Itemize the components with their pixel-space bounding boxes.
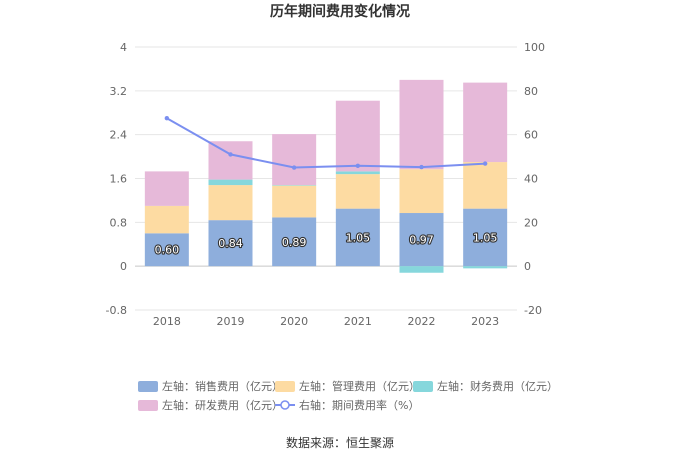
legend-swatch xyxy=(138,400,158,411)
rate-line-path xyxy=(166,117,486,169)
bar-segment xyxy=(272,185,317,186)
left-tick-label: 0.8 xyxy=(110,216,128,229)
right-tick-label: 80 xyxy=(524,85,538,98)
bar-segment xyxy=(399,213,444,267)
right-tick-label: 0 xyxy=(524,260,531,273)
bar-segment xyxy=(208,220,253,267)
right-tick-label: 20 xyxy=(524,216,538,229)
x-tick-label: 2020 xyxy=(280,315,308,328)
x-tick-label: 2021 xyxy=(344,315,372,328)
legend-item[interactable]: 左轴：财务费用（亿元） xyxy=(413,379,558,393)
bar-value-label: 1.05 xyxy=(346,231,371,244)
bar-segment xyxy=(463,82,508,163)
bar-value-label: 1.05 xyxy=(473,231,498,244)
bars xyxy=(144,79,508,273)
grid xyxy=(135,46,517,311)
left-tick-label: 3.2 xyxy=(110,85,128,98)
left-tick-label: 2.4 xyxy=(110,129,128,142)
bar-segment xyxy=(399,266,444,273)
legend-swatch xyxy=(138,381,158,392)
legend-marker xyxy=(280,400,290,410)
x-axis: 2018 2019 2020 2021 2022 2023 xyxy=(153,315,499,328)
left-tick-label: -0.8 xyxy=(106,304,127,317)
bar-segment xyxy=(208,179,253,186)
left-tick-label: 0 xyxy=(120,260,127,273)
bar-value-label: 0.89 xyxy=(282,236,307,249)
right-tick-label: 100 xyxy=(524,41,545,54)
legend-item[interactable]: 左轴：销售费用（亿元） xyxy=(138,379,283,393)
bar-segment xyxy=(399,79,444,170)
rate-point xyxy=(164,116,170,121)
legend-swatch xyxy=(275,381,295,392)
legend-label: 左轴：管理费用（亿元） xyxy=(299,379,420,393)
legend-item[interactable]: 右轴：期间费用率（%） xyxy=(275,398,419,412)
legend-item[interactable]: 左轴：研发费用（亿元） xyxy=(138,398,283,412)
bar-segment xyxy=(463,162,508,209)
bar-segment xyxy=(272,185,317,218)
rate-point xyxy=(482,161,488,166)
legend-label: 左轴：财务费用（亿元） xyxy=(437,379,558,393)
rate-point xyxy=(419,164,424,170)
rate-point xyxy=(355,163,361,168)
bar-segment xyxy=(144,171,189,206)
legend-item[interactable]: 左轴：管理费用（亿元） xyxy=(275,379,420,393)
left-axis: -0.8 0 0.8 1.6 2.4 3.2 4 xyxy=(106,41,127,317)
right-tick-label: 60 xyxy=(524,129,538,142)
bar-segment xyxy=(144,205,189,234)
left-tick-label: 1.6 xyxy=(110,173,128,186)
bar-segment xyxy=(208,185,253,221)
legend-swatch xyxy=(413,381,433,392)
x-tick-label: 2019 xyxy=(217,315,245,328)
bar-segment xyxy=(208,141,253,180)
bar-segment xyxy=(335,174,380,209)
x-tick-label: 2023 xyxy=(471,315,499,328)
bar-segment xyxy=(335,208,380,267)
right-tick-label: -20 xyxy=(524,304,542,317)
legend[interactable]: 左轴：销售费用（亿元） 左轴：管理费用（亿元） 左轴：财务费用（亿元） 左轴：研发费用… xyxy=(138,379,558,412)
bar-segment xyxy=(335,171,380,175)
rate-line xyxy=(164,116,488,170)
legend-label: 左轴：研发费用（亿元） xyxy=(162,398,283,412)
bar-value-label: 0.84 xyxy=(218,237,243,250)
x-tick-label: 2022 xyxy=(408,315,436,328)
chart-title: 历年期间费用变化情况 xyxy=(270,3,410,20)
bar-segment xyxy=(463,266,508,269)
bar-value-label: 0.60 xyxy=(155,244,180,257)
bar-segment xyxy=(272,217,317,267)
rate-point xyxy=(291,165,297,170)
bar-segment xyxy=(335,100,380,172)
bar-segment xyxy=(144,233,189,267)
legend-label: 右轴：期间费用率（%） xyxy=(299,398,419,412)
x-tick-label: 2018 xyxy=(153,315,181,328)
left-tick-label: 4 xyxy=(120,41,127,54)
bar-segment xyxy=(399,169,444,214)
bar-labels: 0.60 0.84 0.89 1.05 0.97 1.05 xyxy=(153,230,498,258)
bar-segment xyxy=(463,208,508,267)
bar-value-label: 0.97 xyxy=(409,234,434,247)
rate-point xyxy=(228,152,233,157)
source-note: 数据来源：恒生聚源 xyxy=(286,435,394,450)
right-axis: -20 0 20 40 60 80 100 xyxy=(524,41,545,317)
bar-segment xyxy=(272,134,317,186)
legend-label: 左轴：销售费用（亿元） xyxy=(162,379,283,393)
right-tick-label: 40 xyxy=(524,173,538,186)
